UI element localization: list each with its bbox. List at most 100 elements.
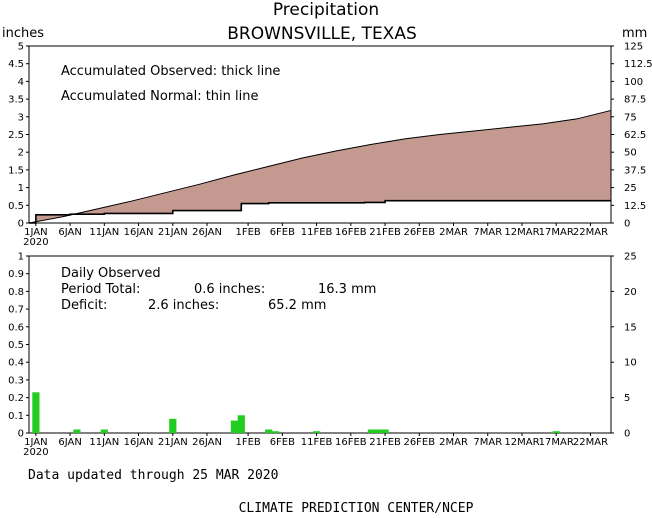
top-left-tick-label: 0.5 — [8, 201, 24, 212]
bottom-x-tick-label: 7MAR — [473, 437, 502, 448]
top-left-tick-label: 5 — [18, 42, 24, 53]
bottom-right-tick-label: 15 — [624, 322, 637, 333]
bottom-x-tick-label: 12MAR — [504, 437, 539, 448]
bottom-left-tick-label: 0.1 — [8, 411, 24, 422]
top-right-tick-label: 25 — [624, 183, 637, 194]
bottom-year-label: 2020 — [23, 447, 48, 458]
top-x-tick-label: 26FEB — [403, 227, 435, 238]
chart-subtitle: BROWNSVILLE, TEXAS — [227, 24, 417, 44]
chart-title: Precipitation — [273, 0, 379, 20]
top-x-tick-label: 11FEB — [301, 227, 333, 238]
top-right-tick-label: 0 — [624, 219, 630, 230]
accumulated-panel: 00.511.522.533.544.55012.52537.55062.575… — [8, 42, 652, 249]
daily-precip-bar — [237, 415, 245, 433]
top-left-unit: inches — [2, 26, 44, 41]
bottom-x-tick-label: 6FEB — [270, 437, 295, 448]
credit-text: CLIMATE PREDICTION CENTER/NCEP — [239, 501, 474, 516]
daily-precip-bar — [169, 418, 177, 433]
top-year-label: 2020 — [23, 237, 48, 248]
top-left-tick-label: 3.5 — [8, 95, 24, 106]
bottom-x-tick-label: 11JAN — [89, 437, 119, 448]
daily-precip-bar — [73, 429, 81, 433]
top-right-tick-label: 75 — [624, 112, 637, 123]
daily-observed-note: Daily Observed — [61, 266, 161, 281]
daily-precip-bar — [32, 392, 40, 433]
top-x-tick-label: 21FEB — [369, 227, 401, 238]
daily-precip-bar — [265, 429, 273, 433]
top-right-tick-label: 125 — [624, 42, 643, 53]
daily-precip-bar — [230, 420, 238, 433]
period-total-mm: 16.3 mm — [318, 282, 376, 297]
bottom-x-tick-label: 6JAN — [58, 437, 81, 448]
bottom-left-tick-label: 1 — [18, 252, 24, 263]
top-right-tick-label: 100 — [624, 77, 643, 88]
top-x-tick-label: 26JAN — [192, 227, 222, 238]
deficit-mm: 65.2 mm — [268, 298, 326, 313]
top-right-tick-label: 50 — [624, 148, 637, 159]
bottom-x-tick-label: 1FEB — [235, 437, 260, 448]
accumulated-observed-note: Accumulated Observed: thick line — [61, 64, 280, 79]
top-x-tick-label: 6JAN — [58, 227, 81, 238]
top-right-unit: mm — [622, 26, 647, 41]
top-left-tick-label: 2.5 — [8, 130, 24, 141]
bottom-x-tick-label: 22MAR — [573, 437, 608, 448]
top-right-tick-label: 37.5 — [624, 165, 646, 176]
bottom-x-tick-label: 16JAN — [124, 437, 154, 448]
top-x-tick-label: 6FEB — [270, 227, 295, 238]
daily-precip-bar — [367, 429, 375, 433]
bottom-x-tick-label: 17MAR — [539, 437, 574, 448]
top-x-tick-label: 16FEB — [335, 227, 367, 238]
bottom-left-tick-label: 0.7 — [8, 305, 24, 316]
series-line-accumulated-observed — [29, 199, 611, 224]
daily-precip-bar — [271, 431, 280, 433]
bottom-right-tick-label: 25 — [624, 252, 637, 263]
top-x-tick-label: 16JAN — [124, 227, 154, 238]
top-left-tick-label: 0 — [18, 219, 24, 230]
top-x-tick-label: 7MAR — [473, 227, 502, 238]
daily-precip-bar — [374, 429, 382, 433]
accumulated-normal-note: Accumulated Normal: thin line — [61, 89, 259, 104]
top-x-tick-label: 1JAN — [24, 227, 47, 238]
top-left-tick-label: 1.5 — [8, 165, 24, 176]
bottom-x-tick-label: 21JAN — [158, 437, 188, 448]
bottom-right-tick-label: 10 — [624, 358, 637, 369]
top-x-tick-label: 21JAN — [158, 227, 188, 238]
period-total-inches: 0.6 inches: — [194, 282, 265, 297]
top-left-tick-label: 3 — [18, 112, 24, 123]
top-left-tick-label: 4 — [18, 77, 24, 88]
bottom-left-tick-label: 0.6 — [8, 322, 24, 333]
data-updated-text: Data updated through 25 MAR 2020 — [28, 468, 278, 483]
top-x-tick-label: 12MAR — [504, 227, 539, 238]
top-left-tick-label: 4.5 — [8, 59, 24, 70]
deficit-label: Deficit: — [61, 298, 107, 313]
top-left-tick-label: 1 — [18, 183, 24, 194]
deficit-area — [29, 110, 611, 223]
daily-precip-bar — [313, 431, 321, 433]
bottom-left-tick-label: 0.8 — [8, 287, 24, 298]
series-line-accumulated-normal — [28, 109, 612, 224]
top-right-tick-label: 87.5 — [624, 95, 646, 106]
bottom-right-tick-label: 5 — [624, 393, 630, 404]
top-left-tick-label: 2 — [18, 148, 24, 159]
top-right-tick-label: 112.5 — [624, 59, 652, 70]
top-right-tick-label: 12.5 — [624, 201, 646, 212]
bottom-x-tick-label: 21FEB — [369, 437, 401, 448]
daily-precip-bar — [381, 429, 389, 433]
bottom-left-tick-label: 0 — [18, 429, 24, 440]
top-x-tick-label: 11JAN — [89, 227, 119, 238]
bottom-x-tick-label: 1JAN — [24, 437, 47, 448]
daily-precip-bar — [100, 429, 108, 433]
period-total-label: Period Total: — [61, 282, 140, 297]
bottom-x-tick-label: 26JAN — [192, 437, 222, 448]
bottom-x-tick-label: 26FEB — [403, 437, 435, 448]
bottom-right-tick-label: 20 — [624, 287, 637, 298]
top-x-tick-label: 2MAR — [439, 227, 468, 238]
top-x-tick-label: 1FEB — [235, 227, 260, 238]
bottom-left-tick-label: 0.2 — [8, 393, 24, 404]
bottom-right-tick-label: 0 — [624, 429, 630, 440]
top-x-tick-label: 17MAR — [539, 227, 574, 238]
bottom-x-tick-label: 2MAR — [439, 437, 468, 448]
bottom-x-tick-label: 16FEB — [335, 437, 367, 448]
daily-precip-bar — [552, 431, 560, 433]
top-right-tick-label: 62.5 — [624, 130, 646, 141]
